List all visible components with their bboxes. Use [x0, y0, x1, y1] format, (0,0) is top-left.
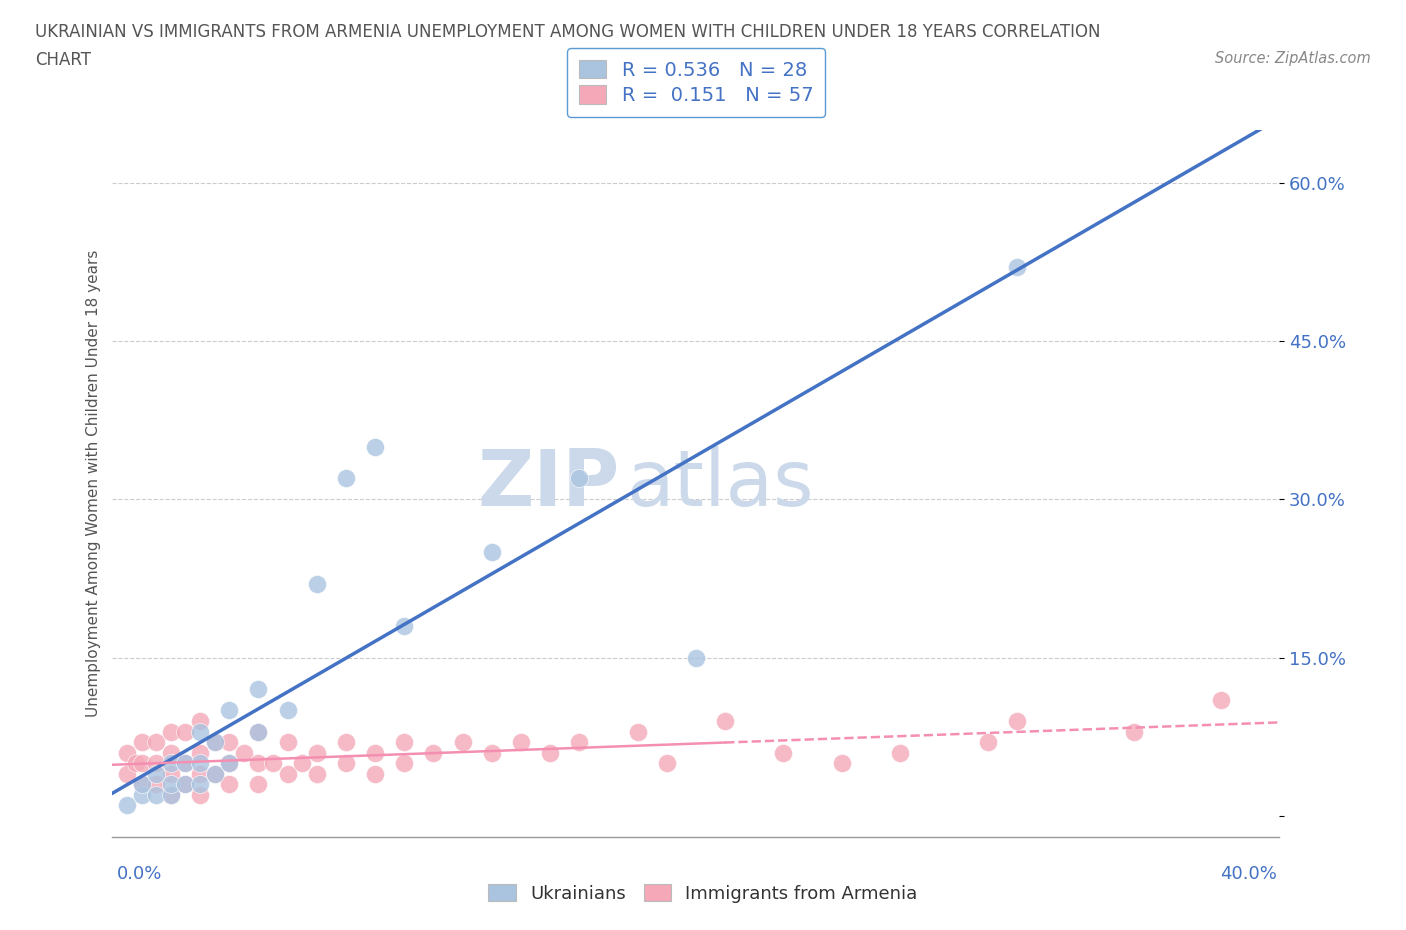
Point: [481, 545, 503, 560]
Point: [538, 745, 561, 760]
Point: [174, 777, 197, 791]
Point: [188, 724, 211, 739]
Point: [174, 756, 197, 771]
Point: [889, 745, 911, 760]
Point: [247, 724, 270, 739]
Point: [568, 735, 591, 750]
Point: [364, 745, 387, 760]
Point: [188, 777, 211, 791]
Point: [655, 756, 678, 771]
Point: [305, 766, 328, 781]
Point: [335, 756, 357, 771]
Point: [335, 735, 357, 750]
Point: [204, 766, 226, 781]
Point: [218, 777, 240, 791]
Point: [174, 756, 197, 771]
Point: [204, 735, 226, 750]
Point: [305, 577, 328, 591]
Text: atlas: atlas: [626, 445, 814, 522]
Point: [115, 766, 138, 781]
Point: [627, 724, 650, 739]
Point: [145, 756, 167, 771]
Point: [145, 735, 167, 750]
Point: [276, 703, 298, 718]
Text: 40.0%: 40.0%: [1220, 865, 1277, 883]
Point: [160, 766, 183, 781]
Point: [305, 745, 328, 760]
Point: [115, 745, 138, 760]
Point: [188, 745, 211, 760]
Point: [160, 756, 183, 771]
Point: [174, 777, 197, 791]
Text: ZIP: ZIP: [478, 445, 620, 522]
Point: [481, 745, 503, 760]
Point: [262, 756, 284, 771]
Point: [145, 788, 167, 803]
Point: [174, 724, 197, 739]
Legend: Ukrainians, Immigrants from Armenia: Ukrainians, Immigrants from Armenia: [481, 877, 925, 910]
Point: [247, 682, 270, 697]
Point: [188, 756, 211, 771]
Point: [188, 788, 211, 803]
Point: [131, 777, 153, 791]
Point: [218, 703, 240, 718]
Point: [188, 766, 211, 781]
Point: [160, 777, 183, 791]
Point: [1005, 713, 1028, 728]
Point: [125, 756, 148, 771]
Point: [160, 724, 183, 739]
Point: [394, 618, 416, 633]
Point: [831, 756, 853, 771]
Point: [394, 735, 416, 750]
Point: [247, 756, 270, 771]
Point: [218, 735, 240, 750]
Point: [291, 756, 314, 771]
Y-axis label: Unemployment Among Women with Children Under 18 years: Unemployment Among Women with Children U…: [86, 250, 101, 717]
Point: [131, 735, 153, 750]
Point: [364, 439, 387, 454]
Point: [451, 735, 474, 750]
Point: [247, 724, 270, 739]
Point: [115, 798, 138, 813]
Point: [1122, 724, 1144, 739]
Point: [335, 471, 357, 485]
Point: [364, 766, 387, 781]
Point: [247, 777, 270, 791]
Point: [276, 735, 298, 750]
Point: [394, 756, 416, 771]
Point: [772, 745, 794, 760]
Point: [204, 735, 226, 750]
Point: [145, 777, 167, 791]
Text: UKRAINIAN VS IMMIGRANTS FROM ARMENIA UNEMPLOYMENT AMONG WOMEN WITH CHILDREN UNDE: UKRAINIAN VS IMMIGRANTS FROM ARMENIA UNE…: [35, 23, 1101, 41]
Point: [218, 756, 240, 771]
Point: [1209, 693, 1232, 708]
Point: [160, 745, 183, 760]
Point: [160, 788, 183, 803]
Text: 0.0%: 0.0%: [117, 865, 162, 883]
Point: [131, 788, 153, 803]
Point: [160, 788, 183, 803]
Point: [276, 766, 298, 781]
Point: [714, 713, 737, 728]
Point: [188, 713, 211, 728]
Point: [218, 756, 240, 771]
Text: Source: ZipAtlas.com: Source: ZipAtlas.com: [1215, 51, 1371, 66]
Point: [232, 745, 254, 760]
Point: [204, 766, 226, 781]
Point: [568, 471, 591, 485]
Legend: R = 0.536   N = 28, R =  0.151   N = 57: R = 0.536 N = 28, R = 0.151 N = 57: [567, 48, 825, 117]
Point: [422, 745, 444, 760]
Point: [685, 650, 707, 665]
Point: [145, 766, 167, 781]
Text: CHART: CHART: [35, 51, 91, 69]
Point: [131, 777, 153, 791]
Point: [976, 735, 998, 750]
Point: [509, 735, 531, 750]
Point: [1005, 259, 1028, 274]
Point: [131, 756, 153, 771]
